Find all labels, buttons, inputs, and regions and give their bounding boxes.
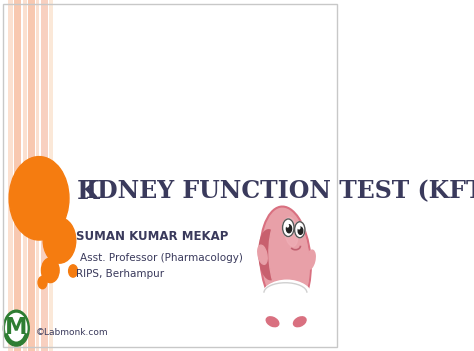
Text: Asst. Professor (Pharmacology): Asst. Professor (Pharmacology) — [80, 253, 243, 263]
Ellipse shape — [259, 230, 281, 280]
Ellipse shape — [269, 213, 309, 307]
Ellipse shape — [41, 258, 59, 283]
Ellipse shape — [266, 317, 279, 327]
Ellipse shape — [287, 225, 289, 227]
Ellipse shape — [258, 245, 267, 264]
Bar — [49, 0, 53, 351]
Text: RIPS, Berhampur: RIPS, Berhampur — [76, 270, 164, 279]
Ellipse shape — [69, 265, 77, 277]
Text: K: K — [76, 179, 99, 204]
Ellipse shape — [9, 157, 69, 240]
Ellipse shape — [286, 225, 292, 233]
Ellipse shape — [293, 317, 306, 327]
Bar — [41, 0, 47, 351]
Ellipse shape — [298, 227, 303, 234]
Text: ©Labmonk.com: ©Labmonk.com — [36, 328, 108, 337]
Ellipse shape — [283, 219, 294, 237]
Ellipse shape — [38, 276, 47, 289]
Text: SUMAN KUMAR MEKAP: SUMAN KUMAR MEKAP — [76, 230, 229, 244]
Ellipse shape — [261, 280, 313, 315]
Ellipse shape — [3, 310, 29, 346]
Bar — [9, 0, 13, 351]
Bar — [14, 0, 21, 351]
Bar — [28, 0, 35, 351]
Bar — [36, 0, 39, 351]
Ellipse shape — [298, 227, 300, 229]
Bar — [23, 0, 27, 351]
Ellipse shape — [6, 313, 27, 343]
Ellipse shape — [261, 207, 310, 312]
Bar — [264, 293, 309, 318]
Ellipse shape — [43, 218, 76, 263]
Ellipse shape — [295, 222, 305, 238]
Text: M: M — [5, 316, 27, 339]
Text: IDNEY FUNCTION TEST (KFT): IDNEY FUNCTION TEST (KFT) — [86, 179, 474, 203]
Ellipse shape — [306, 250, 315, 269]
Ellipse shape — [284, 217, 298, 246]
